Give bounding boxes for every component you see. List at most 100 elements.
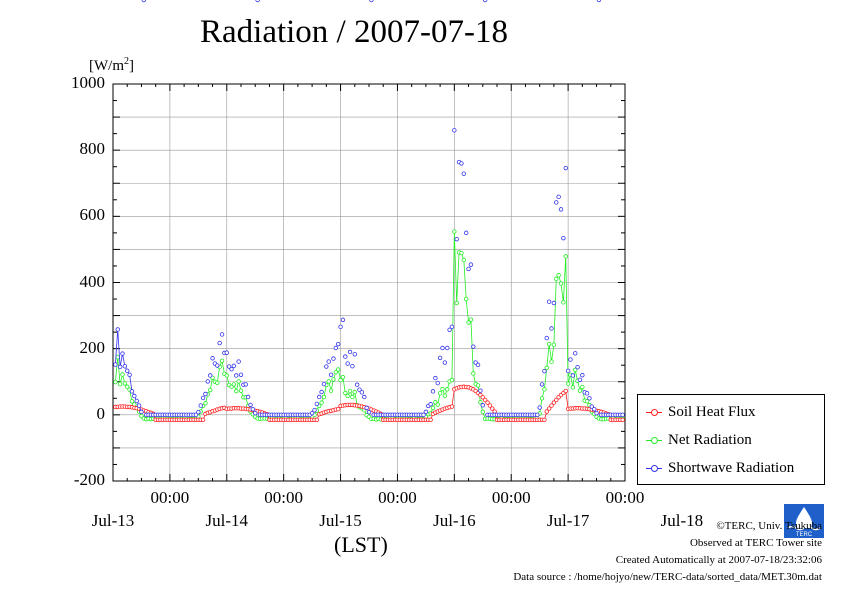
data-point-net-radiation xyxy=(328,388,334,393)
data-point-shortwave-radiation xyxy=(452,128,457,133)
data-point-soil-heat-flux xyxy=(542,417,547,422)
data-point-shortwave-radiation xyxy=(224,350,229,355)
data-point-shortwave-radiation xyxy=(122,364,128,369)
data-point-net-radiation xyxy=(463,296,469,302)
data-point-shortwave-radiation xyxy=(207,373,213,378)
data-point-net-radiation xyxy=(442,393,448,398)
y-axis-unit: [W/m2] xyxy=(89,56,134,74)
data-point-net-radiation xyxy=(466,320,471,325)
data-point-soil-heat-flux xyxy=(563,388,568,394)
data-point-shortwave-radiation xyxy=(454,236,459,242)
data-point-net-radiation xyxy=(478,400,483,405)
data-point-soil-heat-flux xyxy=(428,417,433,422)
chart-legend: Soil Heat Flux Net Radiation Shortwave R… xyxy=(637,394,825,485)
data-point-shortwave-radiation xyxy=(333,345,339,351)
data-point-shortwave-radiation xyxy=(250,407,256,412)
data-point-shortwave-radiation xyxy=(561,235,566,241)
data-point-shortwave-radiation xyxy=(480,403,485,408)
data-point-soil-heat-flux xyxy=(335,407,341,412)
data-point-shortwave-radiation xyxy=(117,364,123,370)
data-point-net-radiation xyxy=(219,358,225,364)
svg-text:TERC: TERC xyxy=(796,532,813,538)
data-point-net-radiation xyxy=(558,281,564,286)
data-point-shortwave-radiation xyxy=(580,372,585,378)
legend-marker-soil xyxy=(646,406,662,418)
data-point-shortwave-radiation xyxy=(435,380,440,386)
data-point-soil-heat-flux xyxy=(549,403,554,408)
data-point-shortwave-radiation xyxy=(433,375,438,381)
x-tick-time: 00:00 xyxy=(491,488,531,507)
data-point-net-radiation xyxy=(333,369,339,375)
data-point-shortwave-radiation xyxy=(362,394,367,400)
data-point-net-radiation xyxy=(435,402,440,407)
data-point-net-radiation xyxy=(319,400,324,405)
data-point-net-radiation xyxy=(331,377,336,382)
x-tick-time: 00:00 xyxy=(264,488,304,507)
data-point-shortwave-radiation xyxy=(328,372,334,378)
data-point-shortwave-radiation xyxy=(120,351,125,356)
data-point-shortwave-radiation xyxy=(338,324,343,330)
legend-label-net: Net Radiation xyxy=(668,431,752,448)
legend-label-soil: Soil Heat Flux xyxy=(668,403,756,420)
x-tick-day: Jul-17 xyxy=(546,511,590,530)
data-point-shortwave-radiation xyxy=(127,372,132,378)
data-point-net-radiation xyxy=(203,401,208,406)
data-point-net-radiation xyxy=(452,229,457,234)
data-point-net-radiation xyxy=(231,382,237,387)
data-point-shortwave-radiation xyxy=(539,382,545,387)
data-point-net-radiation xyxy=(445,387,450,392)
legend-item-soil: Soil Heat Flux xyxy=(646,401,756,423)
terc-logo: TERC xyxy=(784,504,824,538)
data-point-shortwave-radiation xyxy=(229,366,234,372)
data-point-net-radiation xyxy=(561,300,566,305)
data-point-net-radiation xyxy=(115,355,120,360)
data-point-net-radiation xyxy=(539,396,545,401)
data-point-shortwave-radiation xyxy=(471,344,476,349)
data-point-shortwave-radiation xyxy=(461,171,467,176)
data-point-net-radiation xyxy=(120,372,125,377)
data-point-shortwave-radiation xyxy=(343,354,348,359)
data-point-net-radiation xyxy=(475,383,481,388)
data-point-shortwave-radiation xyxy=(350,364,355,369)
data-point-net-radiation xyxy=(563,254,568,259)
data-point-shortwave-radiation xyxy=(575,364,580,370)
data-point-shortwave-radiation xyxy=(366,409,372,415)
y-tick-label: 200 xyxy=(79,337,106,357)
data-point-shortwave-radiation xyxy=(478,388,483,393)
data-point-shortwave-radiation xyxy=(321,381,327,387)
x-tick-day: Jul-14 xyxy=(205,511,249,530)
data-point-shortwave-radiation xyxy=(463,230,469,236)
credit-observed: Observed at TERC Tower site xyxy=(689,537,822,549)
data-point-net-radiation xyxy=(343,390,348,396)
data-point-shortwave-radiation xyxy=(115,327,120,332)
data-point-net-radiation xyxy=(430,405,436,411)
data-point-net-radiation xyxy=(335,367,341,372)
data-point-shortwave-radiation xyxy=(428,402,433,407)
data-point-net-radiation xyxy=(584,399,590,404)
credit-source: Data source : /home/hojyo/new/TERC-data/… xyxy=(513,571,822,583)
data-point-soil-heat-flux xyxy=(554,397,559,403)
data-point-net-radiation xyxy=(580,384,585,390)
data-point-shortwave-radiation xyxy=(352,352,357,357)
data-point-net-radiation xyxy=(345,393,350,399)
y-tick-label: 800 xyxy=(79,139,106,159)
data-point-shortwave-radiation xyxy=(129,389,135,394)
x-tick-time: 00:00 xyxy=(150,488,190,507)
data-point-net-radiation xyxy=(129,399,135,404)
data-point-shortwave-radiation xyxy=(546,299,552,304)
data-point-shortwave-radiation xyxy=(594,410,599,416)
data-point-shortwave-radiation xyxy=(620,412,625,418)
data-point-shortwave-radiation xyxy=(482,0,488,3)
data-point-shortwave-radiation xyxy=(205,379,211,384)
data-point-shortwave-radiation xyxy=(347,349,353,355)
data-point-net-radiation xyxy=(459,250,464,256)
data-point-net-radiation xyxy=(440,386,445,392)
data-point-shortwave-radiation xyxy=(554,200,559,205)
data-point-shortwave-radiation xyxy=(475,362,481,368)
y-tick-label: 600 xyxy=(79,205,106,225)
data-point-shortwave-radiation xyxy=(587,396,592,401)
data-point-net-radiation xyxy=(565,381,571,386)
data-point-shortwave-radiation xyxy=(565,368,571,374)
data-point-net-radiation xyxy=(352,389,357,395)
